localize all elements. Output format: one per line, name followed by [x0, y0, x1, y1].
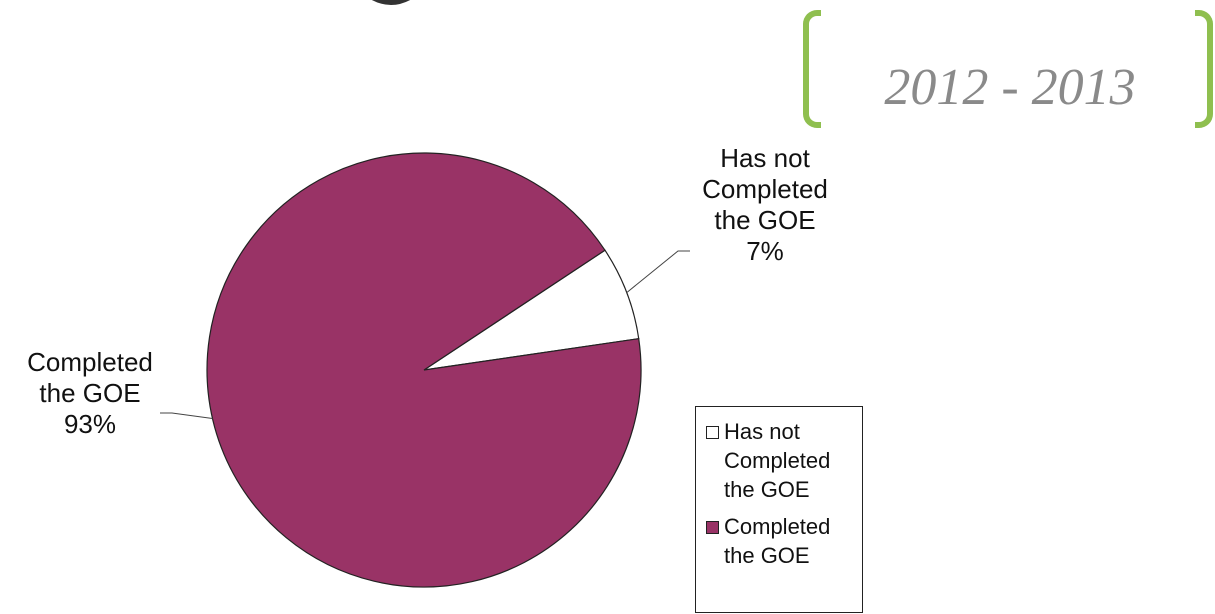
right-bracket: [1195, 10, 1213, 128]
legend-swatch-completed: [706, 521, 719, 534]
legend-swatch-not-completed: [706, 426, 719, 439]
slice-label-completed: Completed the GOE 93%: [0, 347, 180, 440]
legend-label-completed: Completed the GOE: [724, 514, 831, 568]
slice-percent-not-completed: 7%: [746, 236, 784, 266]
year-range-title: 2012 - 2013: [884, 59, 1136, 116]
legend-label-not-completed: Has not Completed the GOE: [724, 419, 831, 502]
slice-label-not-completed-line-3: the GOE: [714, 205, 816, 235]
left-bracket: [803, 10, 821, 128]
leader-line-not-completed: [626, 250, 690, 293]
decorative-arc: [372, 0, 410, 5]
slice-label-not-completed-line-1: Has not: [720, 143, 810, 173]
slice-label-not-completed: Has not Completed the GOE 7%: [665, 143, 865, 267]
slice-label-completed-line-1: Completed: [27, 347, 153, 377]
pie-slice-completed: [206, 152, 642, 588]
legend-item-not-completed: Has not Completed the GOE: [706, 417, 854, 504]
slice-label-not-completed-line-2: Completed: [702, 174, 828, 204]
leader-line-completed: [160, 412, 213, 419]
slice-label-completed-line-2: the GOE: [39, 378, 141, 408]
slice-percent-completed: 93%: [63, 409, 117, 439]
legend-item-completed: Completed the GOE: [706, 512, 854, 570]
chart-legend: Has not Completed the GOE Completed the …: [695, 406, 863, 613]
